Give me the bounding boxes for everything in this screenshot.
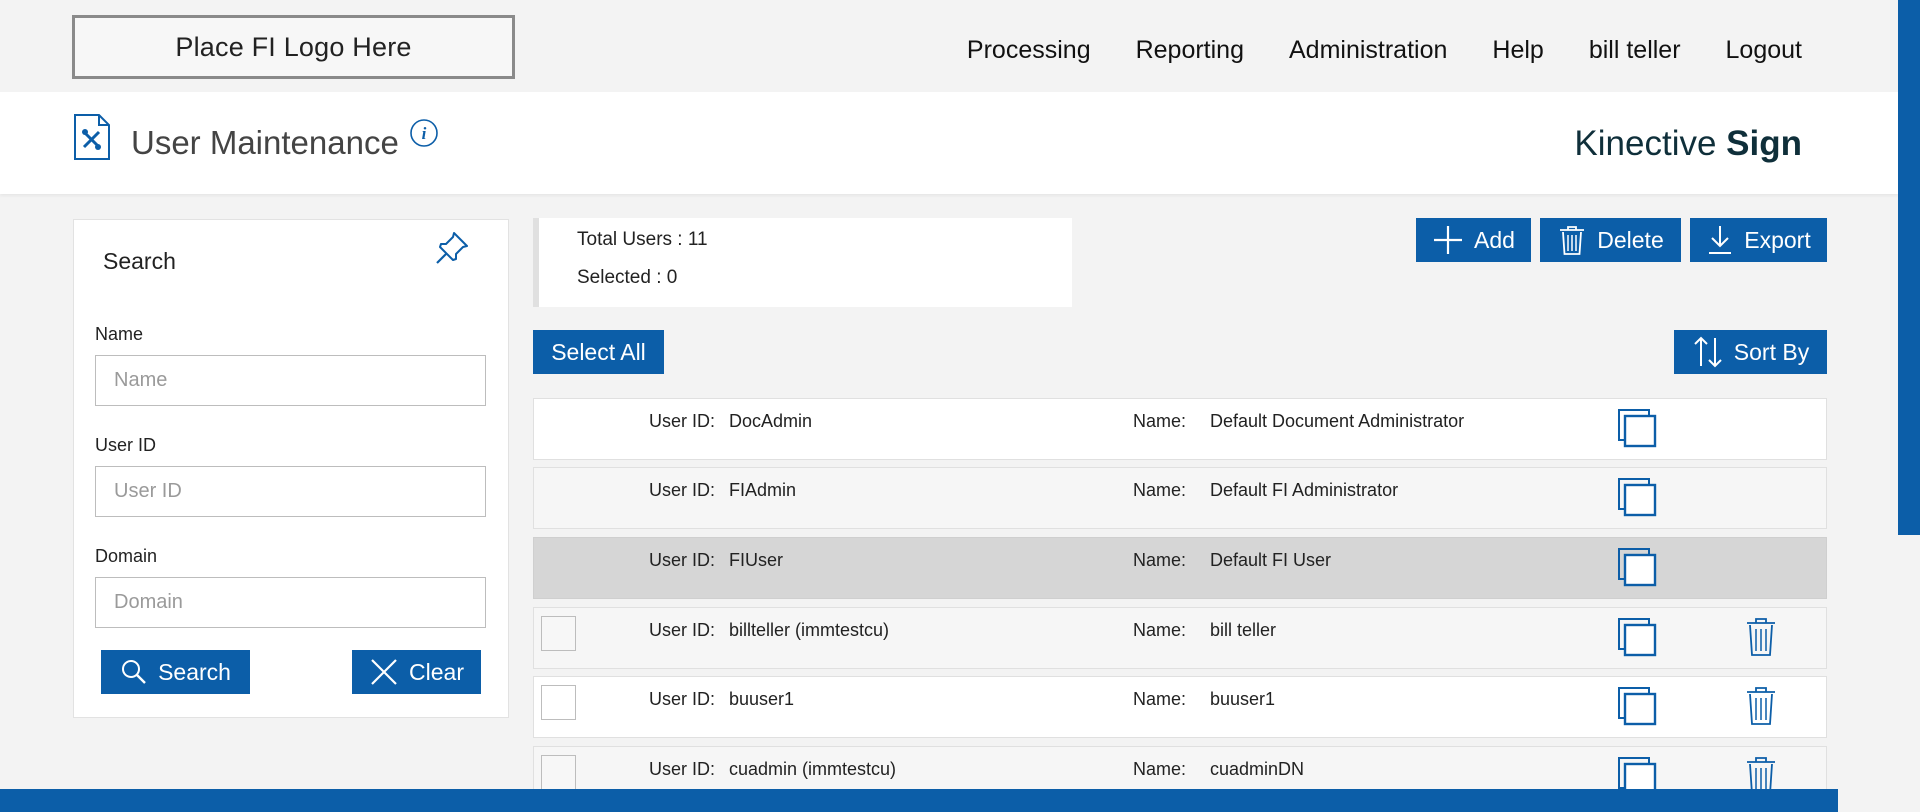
select-all-button[interactable]: Select All [533, 330, 664, 374]
name-label: Name [95, 324, 144, 344]
svg-text:i: i [422, 124, 427, 143]
name-value: Default FI User [1210, 550, 1332, 570]
user-id-value: buuser1 [729, 689, 795, 709]
nav-help[interactable]: Help [1492, 36, 1544, 64]
user-id-value: FIUser [729, 550, 783, 570]
download-icon [1709, 226, 1732, 254]
nav-user-menu[interactable]: bill teller [1588, 36, 1681, 64]
user-row[interactable]: User ID: buuser1 Name: buuser1 [533, 676, 1827, 738]
page-header [0, 92, 1898, 194]
sort-by-button[interactable]: Sort By [1674, 330, 1827, 374]
total-users: Total Users : 11 [577, 229, 708, 250]
name-value: buuser1 [1210, 689, 1276, 709]
row-checkbox[interactable] [541, 616, 576, 651]
user-id-label: User ID: [649, 411, 716, 431]
plus-icon [1434, 226, 1463, 254]
copy-icon[interactable] [1617, 477, 1659, 524]
brand-light: Kinective [1574, 124, 1727, 163]
pin-icon[interactable] [432, 228, 472, 273]
name-label: Name: [1133, 759, 1187, 779]
sort-icon [1694, 336, 1722, 368]
search-panel-title: Search [103, 248, 176, 274]
search-icon [122, 660, 146, 684]
nav-processing[interactable]: Processing [966, 36, 1091, 64]
trash-icon[interactable] [1744, 685, 1778, 732]
horizontal-scrollbar[interactable] [0, 789, 1838, 812]
fi-logo: Place FI Logo Here [72, 15, 515, 79]
brand-bold: Sign [1726, 124, 1802, 163]
user-id-label: User ID: [649, 620, 716, 640]
name-label: Name: [1133, 411, 1187, 431]
user-row[interactable]: User ID: FIAdmin Name: Default FI Administr… [533, 467, 1827, 529]
copy-icon[interactable] [1617, 686, 1659, 733]
user-summary: Total Users : 11 Selected : 0 [533, 218, 1072, 307]
domain-input[interactable] [95, 577, 486, 628]
select-all-label: Select All [551, 338, 646, 365]
domain-label: Domain [95, 546, 158, 566]
search-button-label: Search [158, 658, 231, 685]
name-value: bill teller [1210, 620, 1277, 640]
add-user-button[interactable]: Add [1416, 218, 1531, 262]
copy-icon[interactable] [1617, 547, 1659, 594]
user-id-label: User ID: [649, 480, 716, 500]
name-value: cuadminDN [1210, 759, 1305, 779]
user-id-label: User ID [95, 435, 157, 455]
row-checkbox[interactable] [541, 755, 576, 790]
top-bar: Place FI Logo Here Processing Reporting … [0, 0, 1920, 92]
user-id-value: FIAdmin [729, 480, 797, 500]
nav-reporting[interactable]: Reporting [1135, 36, 1244, 64]
main-nav: Processing Reporting Administration Help… [922, 36, 1802, 65]
name-label: Name: [1133, 480, 1187, 500]
close-icon [371, 659, 397, 685]
clear-button-label: Clear [409, 658, 464, 685]
search-button[interactable]: Search [101, 650, 250, 694]
nav-logout[interactable]: Logout [1725, 36, 1802, 64]
name-label: Name: [1133, 620, 1187, 640]
info-icon[interactable]: i [409, 118, 439, 153]
user-id-label: User ID: [649, 550, 716, 570]
user-id-value: DocAdmin [729, 411, 813, 431]
sort-by-label: Sort By [1733, 338, 1810, 365]
user-row[interactable]: User ID: FIUser Name: Default FI User [533, 537, 1827, 599]
user-row[interactable]: User ID: DocAdmin Name: Default Document Ad… [533, 398, 1827, 460]
copy-icon[interactable] [1617, 617, 1659, 664]
delete-users-button[interactable]: Delete [1540, 218, 1681, 262]
clear-button[interactable]: Clear [352, 650, 481, 694]
user-id-value: billteller (immtestcu) [729, 620, 890, 640]
export-button-label: Export [1744, 226, 1811, 253]
add-button-label: Add [1474, 226, 1515, 253]
export-button[interactable]: Export [1690, 218, 1827, 262]
nav-administration[interactable]: Administration [1289, 36, 1448, 64]
row-checkbox[interactable] [541, 685, 576, 720]
trash-icon [1560, 226, 1585, 255]
vertical-scrollbar-thumb[interactable] [1898, 0, 1920, 535]
name-value: Default Document Administrator [1210, 411, 1465, 431]
user-row[interactable]: User ID: billteller (immtestcu) Name: bill … [533, 607, 1827, 669]
search-panel: Search Name User ID Domain Search Clear [73, 219, 509, 718]
trash-icon[interactable] [1744, 616, 1778, 663]
page-title: User Maintenance [131, 124, 399, 161]
selected-count: Selected : 0 [577, 267, 678, 288]
document-tools-icon [73, 113, 113, 166]
name-label: Name: [1133, 550, 1187, 570]
user-id-input[interactable] [95, 466, 486, 517]
brand-logo: Kinective Sign [1574, 124, 1802, 164]
user-id-value: cuadmin (immtestcu) [729, 759, 897, 779]
user-id-label: User ID: [649, 689, 716, 709]
name-value: Default FI Administrator [1210, 480, 1399, 500]
delete-button-label: Delete [1597, 226, 1664, 253]
user-id-label: User ID: [649, 759, 716, 779]
name-label: Name: [1133, 689, 1187, 709]
copy-icon[interactable] [1617, 408, 1659, 455]
name-input[interactable] [95, 355, 486, 406]
